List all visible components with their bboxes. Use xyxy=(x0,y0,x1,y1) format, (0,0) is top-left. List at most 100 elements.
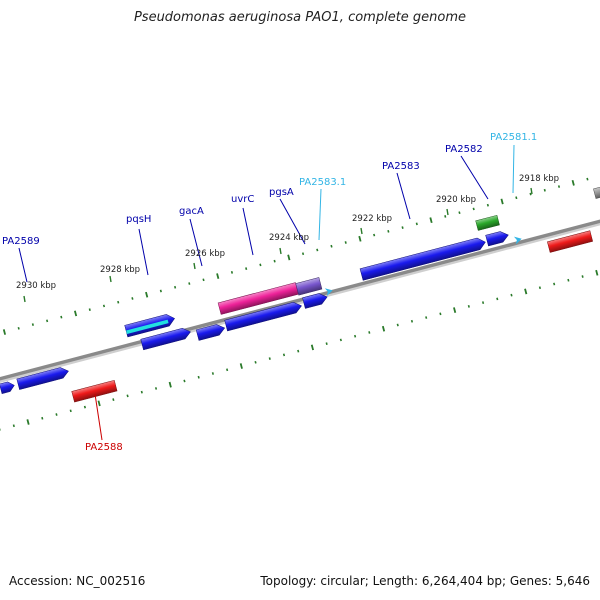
upper-track-minor-tick xyxy=(401,226,404,229)
upper-track-minor-tick xyxy=(301,252,305,256)
scale-tick xyxy=(279,247,282,255)
gene-arrow-pqsH-lower xyxy=(140,328,191,351)
leader-line xyxy=(512,144,515,194)
lower-track-major-tick xyxy=(26,419,30,425)
lower-track-minor-tick xyxy=(83,405,87,409)
accession-text: Accession: NC_002516 xyxy=(9,574,146,588)
upper-track-major-tick xyxy=(145,291,149,298)
upper-track-minor-tick xyxy=(259,263,262,267)
lower-track-major-tick xyxy=(453,307,457,313)
upper-track-minor-tick xyxy=(330,244,333,248)
lower-track-minor-tick xyxy=(226,368,229,372)
scale-label: 2930 kbp xyxy=(16,281,56,291)
trna-marker-pa2583-1 xyxy=(324,288,333,297)
upper-track-minor-tick xyxy=(415,222,418,226)
leader-line xyxy=(189,218,203,267)
lower-track-minor-tick xyxy=(325,342,328,346)
upper-track-major-tick xyxy=(287,254,291,261)
upper-track-minor-tick xyxy=(102,304,106,308)
gene-label[interactable]: uvrC xyxy=(231,194,254,205)
gene-features xyxy=(0,185,600,403)
scale-tick xyxy=(193,262,196,270)
trna-marker-pa2581-1 xyxy=(513,236,522,245)
upper-track-minor-tick xyxy=(31,323,34,326)
lower-track-major-tick xyxy=(381,325,386,332)
leader-line xyxy=(138,228,149,276)
upper-track-minor-tick xyxy=(344,241,347,244)
lower-track-minor-tick xyxy=(467,304,470,308)
upper-track-minor-tick xyxy=(529,192,532,196)
scale-tick xyxy=(23,295,26,303)
labels: 2930 kbp 2928 kbp 2926 kbp 2924 kbp 2922 kbp… xyxy=(2,132,559,453)
upper-track-major-tick xyxy=(571,179,575,186)
genome-backbone xyxy=(0,219,600,383)
lower-track-minor-tick xyxy=(481,301,485,304)
lower-track-minor-tick xyxy=(439,312,442,316)
leader-line xyxy=(94,393,103,441)
lower-track-major-tick xyxy=(595,269,599,276)
scale-tick xyxy=(109,275,112,283)
gene-arrow-pa2580 xyxy=(547,230,593,253)
upper-track-minor-tick xyxy=(472,207,475,211)
lower-track-major-tick xyxy=(239,363,243,369)
scale-tick xyxy=(360,227,363,235)
leader-line xyxy=(279,198,306,245)
gene-arrow-edge xyxy=(593,185,600,199)
upper-track-minor-tick xyxy=(17,326,20,330)
upper-track-minor-tick xyxy=(188,282,191,285)
scale-label: 2928 kbp xyxy=(100,265,140,275)
gene-label[interactable]: PA2589 xyxy=(2,236,40,247)
upper-track-minor-tick xyxy=(88,308,91,312)
gene-label[interactable]: PA2581.1 xyxy=(490,132,537,143)
lower-track-minor-tick xyxy=(496,297,499,301)
upper-track-minor-tick xyxy=(46,319,49,323)
gene-arrow-pgsA-lower xyxy=(302,293,328,309)
lower-track-minor-tick xyxy=(268,357,271,360)
scale-label: 2926 kbp xyxy=(185,249,225,259)
leader-line xyxy=(318,188,322,241)
gene-label[interactable]: PA2582 xyxy=(445,144,483,155)
gene-arrow-small-rna xyxy=(475,214,500,231)
scale-label: 2924 kbp xyxy=(269,233,309,243)
tick-marks xyxy=(0,177,599,431)
gene-arrow-uvrC-lower xyxy=(224,301,302,332)
upper-track-minor-tick xyxy=(230,270,234,274)
leader-line xyxy=(242,207,254,256)
gene-label[interactable]: gacA xyxy=(179,206,204,217)
lower-track-major-tick xyxy=(310,344,315,351)
gene-arrow-pqsH xyxy=(124,314,175,338)
upper-track-minor-tick xyxy=(387,229,390,233)
lower-track-major-tick xyxy=(524,288,528,295)
lower-track-minor-tick xyxy=(553,282,556,286)
scale-label: 2920 kbp xyxy=(436,195,476,205)
lower-track-minor-tick xyxy=(254,360,257,364)
upper-track-minor-tick xyxy=(117,300,120,304)
lower-track-minor-tick xyxy=(55,413,58,416)
upper-track-major-tick xyxy=(500,198,504,205)
genome-summary-text: Topology: circular; Length: 6,264,404 bp… xyxy=(260,574,590,588)
lower-track-minor-tick xyxy=(354,334,357,338)
lower-track-minor-tick xyxy=(154,387,158,390)
gene-label[interactable]: PA2583 xyxy=(382,161,420,172)
upper-track-minor-tick xyxy=(373,233,376,237)
lower-track-minor-tick xyxy=(425,316,428,319)
upper-track-major-tick xyxy=(73,310,78,317)
lower-track-minor-tick xyxy=(339,338,342,342)
upper-track-minor-tick xyxy=(273,259,276,263)
scale-tick xyxy=(446,208,449,216)
leader-line xyxy=(18,247,28,283)
upper-track-major-tick xyxy=(429,217,433,224)
backbone-shadow xyxy=(0,222,600,383)
gene-arrow-pa2590 xyxy=(0,381,15,394)
upper-track-minor-tick xyxy=(245,267,248,270)
gene-label[interactable]: PA2588 xyxy=(85,442,123,453)
lower-track-minor-tick xyxy=(183,379,186,383)
upper-track-minor-tick xyxy=(515,196,518,200)
lower-track-minor-tick xyxy=(126,394,129,398)
gene-label[interactable]: pgsA xyxy=(269,187,294,198)
lower-track-minor-tick xyxy=(282,353,286,357)
gene-label[interactable]: pqsH xyxy=(126,214,151,225)
upper-track-major-tick xyxy=(358,235,362,242)
gene-label[interactable]: PA2583.1 xyxy=(299,177,346,188)
upper-track-minor-tick xyxy=(174,285,177,289)
